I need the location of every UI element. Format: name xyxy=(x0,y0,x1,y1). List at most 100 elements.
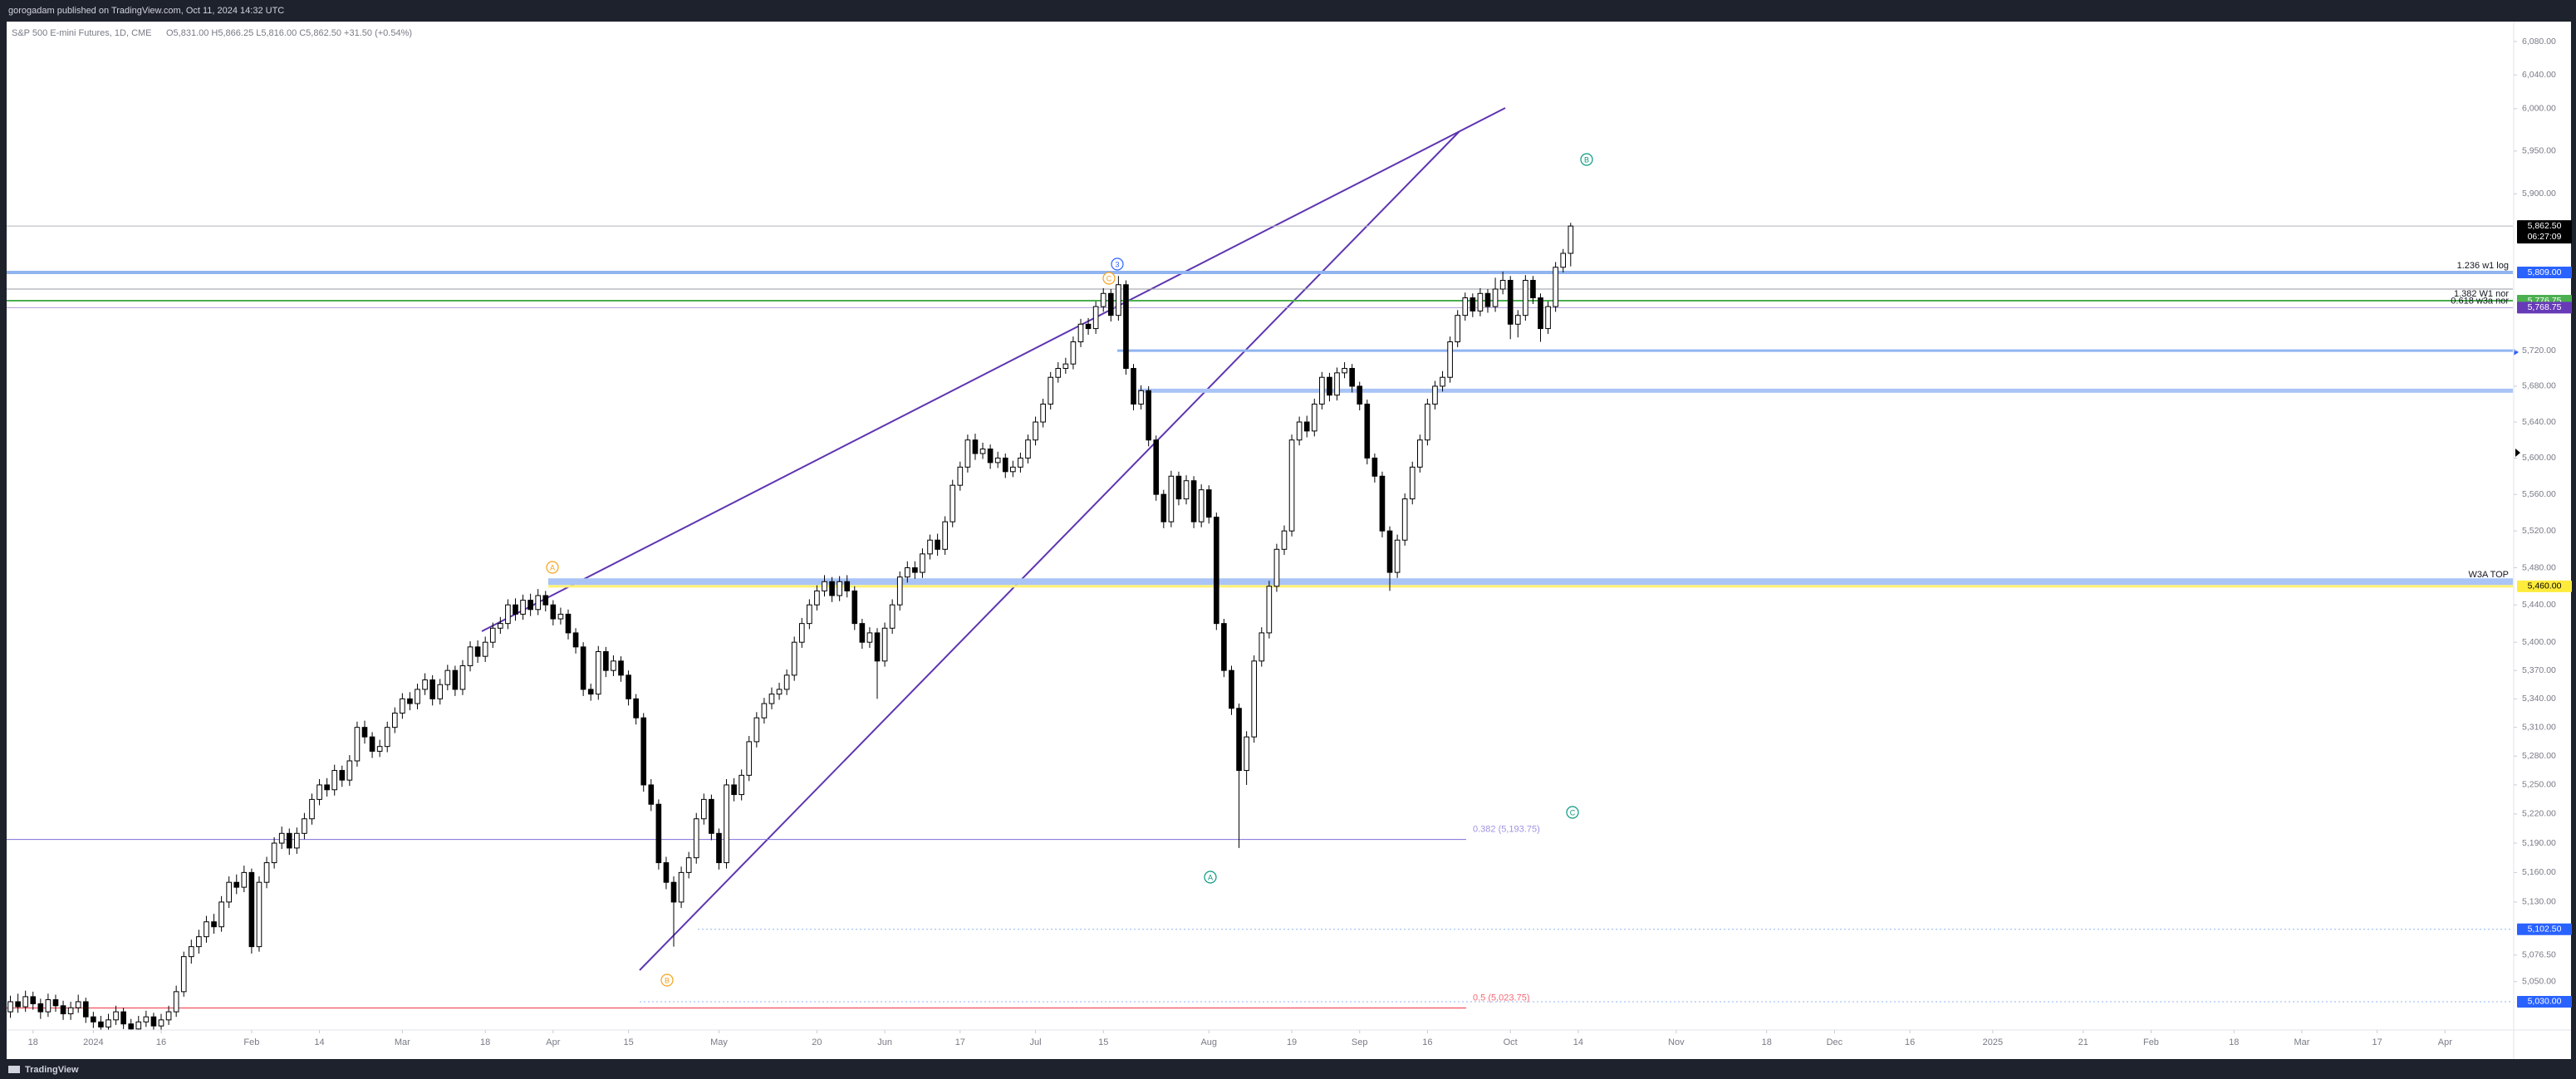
candle-body xyxy=(82,1001,89,1018)
fib-label: 0.5 (5,023.75) xyxy=(1473,993,1530,1003)
candle-body xyxy=(618,660,624,676)
candle-body xyxy=(1010,466,1016,473)
x-tick-label: 2025 xyxy=(1983,1037,2003,1047)
wave-label: C xyxy=(1570,808,1576,817)
candle-body xyxy=(498,623,503,629)
candle-body xyxy=(1319,376,1325,405)
level-text: 1.236 w1 log xyxy=(2457,261,2509,271)
candle-body xyxy=(407,698,413,704)
candle-body xyxy=(1560,253,1567,268)
candle-body xyxy=(489,627,496,643)
y-tick-label: 5,250.00 xyxy=(2522,780,2556,790)
candle-body xyxy=(972,439,979,454)
candle-body xyxy=(37,1003,44,1013)
x-tick-label: Feb xyxy=(243,1037,259,1047)
y-tick-label: 5,160.00 xyxy=(2522,867,2556,877)
x-tick-label: 20 xyxy=(812,1037,822,1047)
x-tick-label: Apr xyxy=(546,1037,560,1047)
wave-circle xyxy=(546,561,559,574)
candle-body xyxy=(866,632,873,643)
candle-body xyxy=(768,694,775,704)
x-tick-label: Dec xyxy=(1827,1037,1843,1047)
candle-body xyxy=(580,646,586,690)
candle-body xyxy=(196,936,202,948)
candle-body xyxy=(1266,586,1273,634)
y-tick-label: 5,340.00 xyxy=(2522,694,2556,704)
candle-body xyxy=(572,632,579,648)
candle-body xyxy=(896,576,903,606)
x-tick-label: Mar xyxy=(395,1037,410,1047)
candle-body xyxy=(655,803,662,864)
candle-body xyxy=(1499,279,1506,290)
candle-body xyxy=(505,604,511,625)
candle-body xyxy=(165,1011,172,1021)
candle-body xyxy=(1085,323,1092,330)
candle-body xyxy=(949,484,956,522)
candle-body xyxy=(218,901,224,928)
candle-body xyxy=(1100,292,1106,307)
price-tag-label: 5,809.00 xyxy=(2528,267,2562,277)
candle-body xyxy=(535,595,542,611)
candle-body xyxy=(1371,457,1378,477)
candle-body xyxy=(1386,530,1393,573)
candle-body xyxy=(384,727,390,748)
candle-body xyxy=(22,996,28,1008)
plot-area xyxy=(7,107,2513,1030)
candle-body xyxy=(648,784,655,805)
candle-body xyxy=(437,684,444,699)
candle-body xyxy=(1018,457,1023,468)
candle-body xyxy=(633,698,639,719)
y-tick-label: 5,370.00 xyxy=(2522,665,2556,675)
candle-body xyxy=(467,646,473,666)
y-tick-label: 6,080.00 xyxy=(2522,37,2556,47)
level-text: W3A TOP xyxy=(2468,570,2509,580)
candle-body xyxy=(520,600,526,615)
x-tick-label: Aug xyxy=(1200,1037,1217,1047)
candle-body xyxy=(1055,368,1062,378)
candle-body xyxy=(1160,493,1167,522)
candle-body xyxy=(143,1016,150,1023)
candle-body xyxy=(927,539,933,555)
candle-body xyxy=(912,567,918,573)
wave-circle xyxy=(1204,871,1217,884)
candle-body xyxy=(444,669,451,685)
candle-body xyxy=(904,567,910,578)
candle-body xyxy=(135,1021,142,1030)
candle-body xyxy=(429,679,435,699)
candle-body xyxy=(294,832,300,849)
candle-body xyxy=(309,798,315,820)
brand-name: TradingView xyxy=(25,1065,79,1075)
candle-body xyxy=(738,774,744,796)
candle-body xyxy=(595,650,601,695)
wave-label: A xyxy=(550,563,555,571)
candle-body xyxy=(685,857,692,873)
candle-body xyxy=(844,581,851,591)
candle-body xyxy=(1432,385,1438,405)
candle-body xyxy=(188,946,194,958)
candle-body xyxy=(1507,279,1514,325)
candle-body xyxy=(513,604,518,615)
candle-body xyxy=(829,581,835,596)
x-tick-label: Mar xyxy=(2294,1037,2309,1047)
candle-body xyxy=(709,798,714,834)
symbol-name: S&P 500 E-mini Futures, 1D, CME xyxy=(12,28,152,38)
candle-body xyxy=(920,553,925,573)
candle-body xyxy=(1357,385,1363,405)
x-tick-label: 16 xyxy=(1905,1037,1915,1047)
candle-body xyxy=(354,727,361,762)
candle-body xyxy=(1484,292,1491,307)
candle-body xyxy=(964,439,971,468)
candle-body xyxy=(271,842,277,864)
candle-body xyxy=(611,660,616,671)
candle-body xyxy=(881,627,888,662)
x-tick-label: 21 xyxy=(2078,1037,2088,1047)
candle-body xyxy=(783,674,790,690)
publisher-line: gorogadam published on TradingView.com, … xyxy=(8,6,284,16)
brand: TradingView xyxy=(8,1065,79,1075)
candle-body xyxy=(376,746,383,752)
candle-body xyxy=(889,604,895,629)
candle-body xyxy=(603,650,609,671)
candle-body xyxy=(1229,669,1234,709)
price-tag xyxy=(2517,995,2572,1008)
candle-body xyxy=(391,712,398,728)
